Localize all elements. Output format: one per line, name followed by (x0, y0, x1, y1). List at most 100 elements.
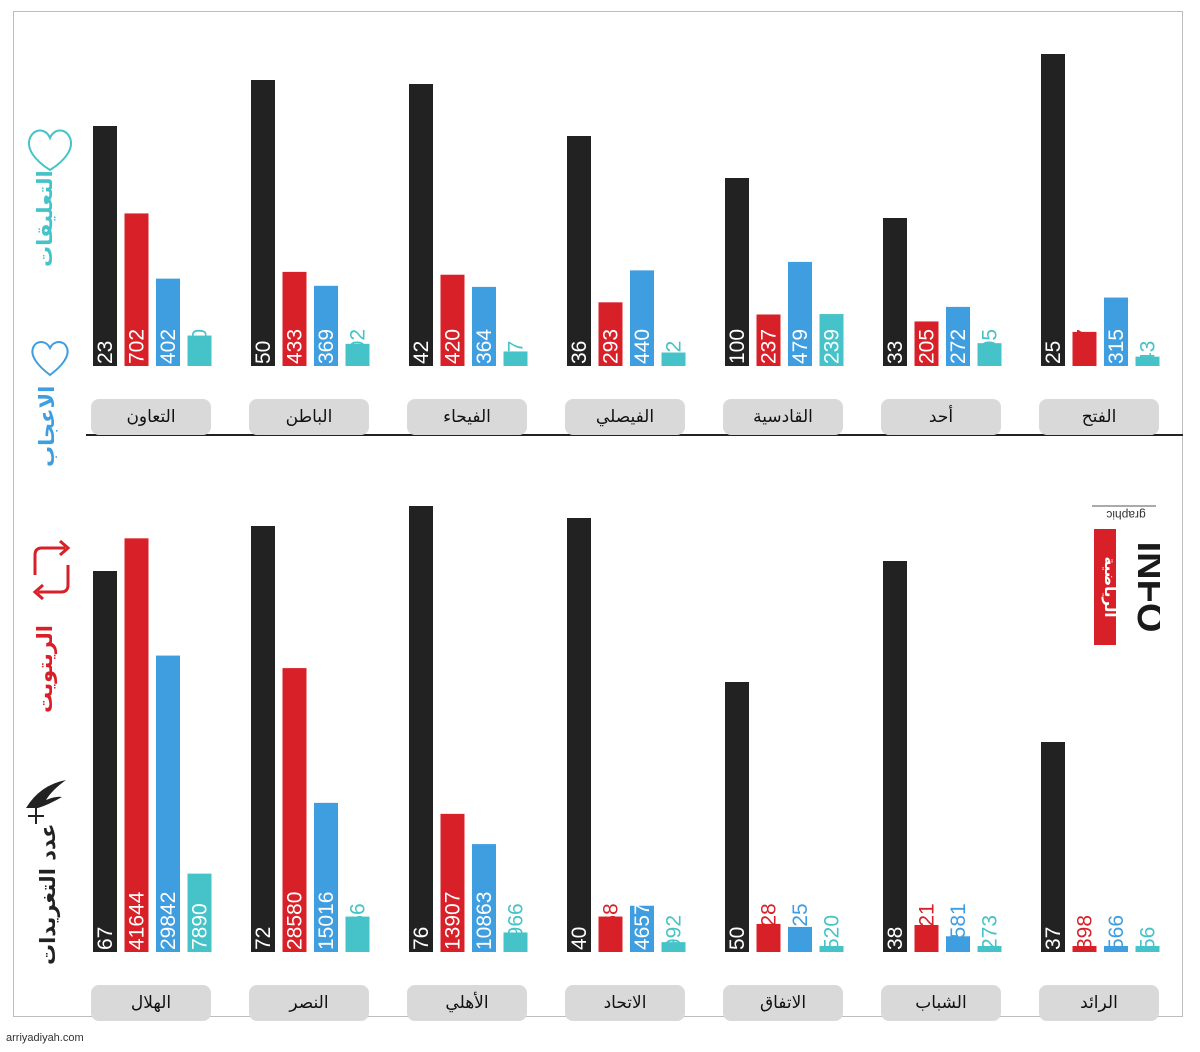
site-credit: arriyadiyah.com (6, 1032, 84, 1044)
comments-bar (1135, 946, 1160, 952)
likes-value-label: 479 (789, 329, 812, 364)
retweets-value-label: 702 (126, 329, 149, 364)
top-panel: التعاون 23 702 402 140 الباطن 50 433 369 102 الفيح… (91, 54, 1160, 435)
retweets-bar (282, 271, 307, 366)
retweets-bar (440, 274, 465, 366)
retweets-bar (598, 916, 623, 952)
tweets-value-label: 50 (252, 341, 275, 364)
comments-value-label: 239 (821, 329, 844, 364)
comments-bar (503, 351, 528, 366)
tweets-value-label: 76 (410, 927, 433, 950)
tweets-value-label: 100 (726, 329, 749, 364)
retweets-bar (598, 302, 623, 366)
category-label: الرائد (1080, 993, 1118, 1013)
likes-bar (788, 261, 812, 366)
category-label-bg (565, 399, 685, 435)
likes-value-label: 440 (631, 329, 654, 364)
tweets-bar (251, 526, 275, 952)
likes-bar (472, 286, 496, 366)
likes-value-label: 1581 (947, 903, 970, 950)
retweets-value-label: 157 (1074, 329, 1097, 364)
comments-bar (977, 343, 1002, 366)
comments-value-label: 56 (1137, 927, 1160, 950)
likes-bar (314, 285, 338, 366)
retweets-bar (282, 668, 307, 952)
likes-value-label: 369 (315, 329, 338, 364)
info-graphic-logo: الرياضية INFO graphic (1090, 503, 1171, 653)
category-label: النصر (288, 993, 328, 1013)
likes-value-label: 272 (947, 329, 970, 364)
tweets-bar (251, 80, 275, 366)
retweets-bar (440, 813, 465, 952)
likes-bar (788, 926, 812, 952)
comments-label: التعليقات (33, 170, 57, 267)
comment-heart-icon (28, 129, 72, 172)
retweets-value-label: 205 (916, 329, 939, 364)
category-label-bg (249, 985, 369, 1021)
tweets-value-label: 50 (726, 927, 749, 950)
likes-value-label: 2525 (789, 903, 812, 950)
category-label-bg (881, 399, 1001, 435)
category-label-bg (91, 399, 211, 435)
retweets-label: الريتويت (33, 625, 57, 713)
likes-value-label: 10863 (473, 892, 496, 950)
category-label-bg (407, 399, 527, 435)
category-label: الاتحاد (604, 993, 647, 1013)
likes-value-label: 402 (157, 329, 180, 364)
comments-value-label: 140 (189, 329, 212, 364)
comments-value-label: 62 (663, 341, 686, 364)
category-label: الفتح (1082, 407, 1117, 427)
retweets-bar (124, 213, 149, 366)
category-label-bg (723, 985, 843, 1021)
likes-bar (946, 936, 970, 952)
tweets-bar (409, 506, 433, 952)
retweets-value-label: 293 (600, 329, 623, 364)
logo-info-text: INFO (1129, 542, 1160, 633)
tweets-value-label: 33 (884, 341, 907, 364)
tweets-bar (93, 126, 117, 366)
tweets-label: عدد التغريدات (36, 823, 60, 965)
likes-bar (946, 306, 970, 366)
likes-bar (630, 270, 654, 366)
like-heart-icon (31, 341, 69, 377)
tweets-bar (93, 571, 117, 952)
category-label-bg (881, 985, 1001, 1021)
tweets-value-label: 25 (1042, 341, 1065, 364)
category-label-bg (407, 985, 527, 1021)
retweets-value-label: 2721 (916, 903, 939, 950)
retweets-value-label: 420 (442, 329, 465, 364)
comments-value-label: 1966 (505, 903, 528, 950)
likes-value-label: 364 (473, 329, 496, 364)
comments-value-label: 3566 (347, 903, 370, 950)
likes-bar (156, 278, 180, 366)
comments-bar (819, 314, 844, 366)
comments-value-label: 520 (821, 915, 844, 950)
category-label-bg (1039, 985, 1159, 1021)
comments-bar (187, 873, 212, 952)
comments-bar (661, 352, 686, 366)
comments-bar (1135, 356, 1160, 366)
likes-value-label: 4657 (631, 903, 654, 950)
tweets-bar (409, 84, 433, 366)
likes-label: الاعجاب (35, 385, 59, 467)
tweets-bar (883, 218, 907, 366)
retweets-value-label: 28580 (284, 892, 307, 950)
category-label-bg (1039, 399, 1159, 435)
retweets-bar (756, 923, 781, 952)
logo-brand-text: الرياضية (1101, 556, 1119, 617)
comments-bar (661, 942, 686, 952)
retweets-bar (914, 321, 939, 366)
comments-value-label: 43 (1137, 341, 1160, 364)
likes-value-label: 566 (1105, 915, 1128, 950)
tweets-value-label: 38 (884, 927, 907, 950)
feather-icon (26, 780, 66, 824)
comments-bar (187, 335, 212, 366)
bottom-panel: الهلال 67 41644 29842 7890 النصر 72 28580 15016 3… (91, 506, 1160, 1021)
comments-value-label: 992 (663, 915, 686, 950)
category-label: الهلال (131, 993, 171, 1013)
retweets-value-label: 41644 (126, 891, 149, 950)
category-label: الفيحاء (443, 407, 491, 427)
category-label-bg (565, 985, 685, 1021)
comments-bar (345, 916, 370, 952)
